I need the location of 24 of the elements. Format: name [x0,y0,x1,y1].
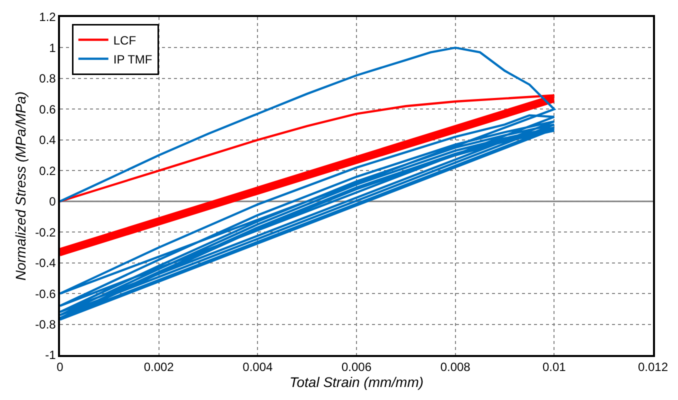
x-axis-title: Total Strain (mm/mm) [289,374,424,390]
y-tick-label: 0.4 [39,133,56,148]
y-tick-label: -0.2 [35,225,56,240]
line-series [60,46,556,321]
x-tick-label: 0.002 [144,360,174,374]
x-tick-label: 0.008 [440,360,471,374]
y-tick-label: 0 [49,194,56,209]
y-tick-label: -0.8 [35,317,56,332]
x-tick-label: 0.004 [242,360,274,374]
x-tick-label: 0.01 [542,360,566,374]
x-tick-label: 0.012 [638,360,668,374]
y-tick-label: 0.2 [39,164,56,178]
legend-label: IP TMF [113,52,152,66]
legend-label: LCF [113,33,136,48]
y-tick-label: 1.2 [39,10,56,24]
y-tick-label: -1 [45,348,56,362]
y-axis-title: Normalized Stress (MPa/MPa) [12,91,28,281]
y-tick-label: 0.6 [39,102,56,116]
y-tick-label: 0.8 [39,72,56,86]
y-tick-label: 1 [49,40,56,55]
y-tick-label: -0.6 [35,286,56,301]
y-tick-label: -0.4 [35,256,56,270]
x-tick-label: 0.006 [341,360,372,374]
line-series [60,94,556,256]
